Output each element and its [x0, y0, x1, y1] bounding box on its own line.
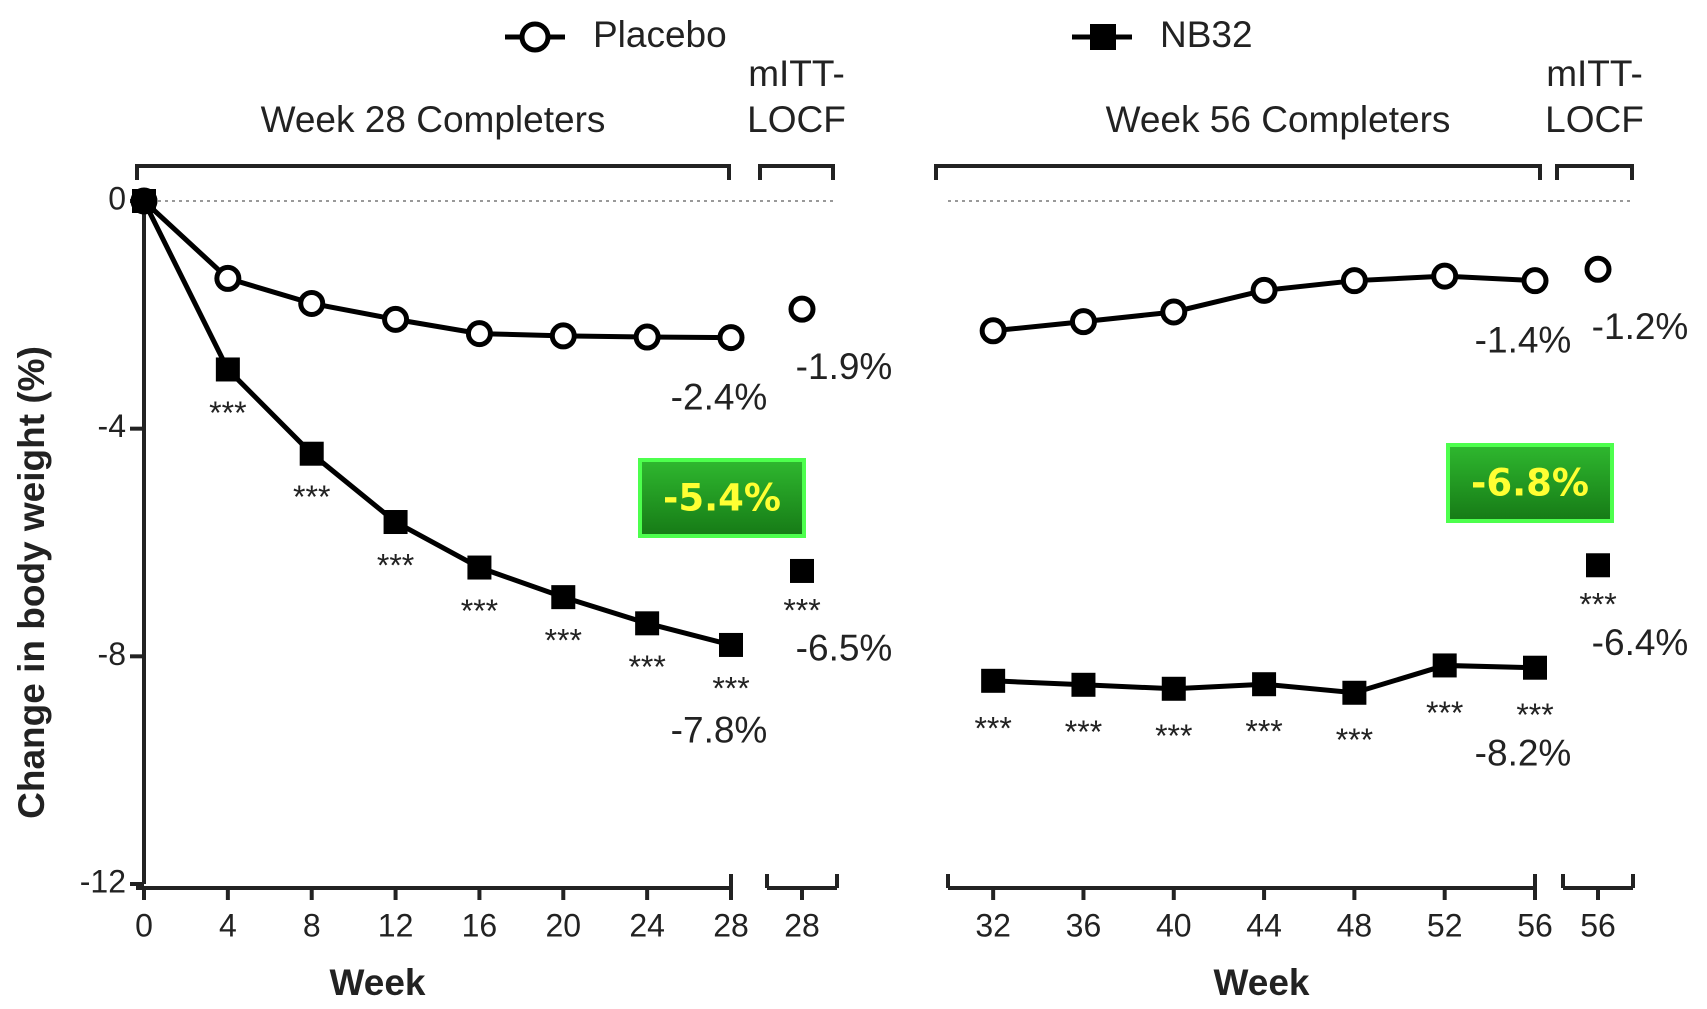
- marker: [384, 510, 408, 534]
- marker: [132, 189, 156, 213]
- locf-label: mITT-: [1546, 53, 1643, 94]
- bracket: [137, 166, 729, 180]
- legend-label: NB32: [1160, 14, 1253, 55]
- y-tick-label: -4: [98, 408, 126, 444]
- locf-label: LOCF: [747, 99, 846, 140]
- marker: [982, 320, 1004, 342]
- marker: [468, 323, 490, 345]
- value-label: -1.9%: [796, 346, 893, 387]
- value-label: -1.2%: [1592, 306, 1689, 347]
- marker: [1163, 301, 1185, 323]
- x-tick-label: 0: [135, 907, 153, 943]
- significance: ***: [783, 592, 820, 628]
- significance: ***: [1426, 695, 1463, 731]
- x-tick-label: 28: [784, 907, 820, 943]
- significance: ***: [1245, 714, 1282, 750]
- x-tick-label: 48: [1337, 907, 1373, 943]
- value-label: -2.4%: [671, 376, 768, 417]
- x-tick-label: 36: [1066, 907, 1102, 943]
- value-label: -6.5%: [796, 628, 893, 669]
- legend-marker: [1090, 24, 1116, 50]
- marker: [1071, 673, 1095, 697]
- marker: [1523, 656, 1547, 680]
- marker: [300, 442, 324, 466]
- value-label: -6.4%: [1592, 622, 1689, 663]
- page: -12-8-40Change in body weight (%)0481216…: [0, 0, 1707, 1009]
- significance: ***: [1155, 718, 1192, 754]
- marker: [636, 326, 658, 348]
- marker: [385, 308, 407, 330]
- bracket: [1557, 166, 1632, 180]
- significance: ***: [974, 710, 1011, 746]
- bracket-label: Week 56 Completers: [1106, 99, 1451, 140]
- bracket-label: Week 28 Completers: [261, 99, 606, 140]
- marker: [1524, 270, 1546, 292]
- x-tick-label: 40: [1156, 907, 1192, 943]
- marker: [551, 585, 575, 609]
- marker: [981, 669, 1005, 693]
- x-axis-label: Week: [1214, 962, 1310, 1003]
- marker: [1342, 681, 1366, 705]
- locf-label: LOCF: [1545, 99, 1644, 140]
- marker: [1586, 553, 1610, 577]
- marker: [552, 325, 574, 347]
- significance: ***: [1336, 722, 1373, 758]
- chart: -12-8-40Change in body weight (%)0481216…: [0, 0, 1707, 1009]
- marker: [720, 327, 742, 349]
- marker: [217, 267, 239, 289]
- difference-label: -6.8%: [1471, 462, 1589, 505]
- bracket: [936, 166, 1540, 180]
- marker: [467, 556, 491, 580]
- value-label: -7.8%: [671, 710, 768, 751]
- marker: [216, 357, 240, 381]
- marker: [1343, 270, 1365, 292]
- x-tick-label: 24: [629, 907, 665, 943]
- x-tick-label: 20: [545, 907, 581, 943]
- x-tick-label: 52: [1427, 907, 1463, 943]
- x-tick-label: 16: [462, 907, 498, 943]
- marker: [1434, 265, 1456, 287]
- marker: [1587, 258, 1609, 280]
- value-label: -1.4%: [1475, 319, 1572, 360]
- significance: ***: [712, 670, 749, 706]
- significance: ***: [1516, 697, 1553, 733]
- marker: [301, 292, 323, 314]
- significance: ***: [1579, 587, 1616, 623]
- significance: ***: [1065, 714, 1102, 750]
- difference-label: -5.4%: [663, 477, 781, 520]
- significance: ***: [293, 479, 330, 515]
- x-tick-label: 4: [219, 907, 237, 943]
- legend-label: Placebo: [593, 14, 727, 55]
- significance: ***: [628, 649, 665, 685]
- marker: [1252, 672, 1276, 696]
- significance: ***: [377, 547, 414, 583]
- x-tick-label: 32: [975, 907, 1011, 943]
- y-tick-label: 0: [108, 180, 126, 216]
- y-axis-label: Change in body weight (%): [11, 346, 52, 819]
- marker: [719, 633, 743, 657]
- x-axis-label: Week: [330, 962, 426, 1003]
- marker: [635, 611, 659, 635]
- marker: [790, 559, 814, 583]
- x-tick-label: 56: [1580, 907, 1616, 943]
- y-tick-label: -8: [98, 636, 126, 672]
- legend-marker: [522, 24, 548, 50]
- marker: [791, 298, 813, 320]
- x-tick-label: 44: [1246, 907, 1282, 943]
- significance: ***: [545, 623, 582, 659]
- x-tick-label: 28: [713, 907, 749, 943]
- significance: ***: [209, 395, 246, 431]
- marker: [1072, 311, 1094, 333]
- bracket: [760, 166, 833, 180]
- x-tick-label: 12: [378, 907, 414, 943]
- x-tick-label: 56: [1517, 907, 1553, 943]
- significance: ***: [461, 593, 498, 629]
- x-tick-label: 8: [303, 907, 321, 943]
- marker: [1433, 653, 1457, 677]
- y-tick-label: -12: [80, 863, 126, 899]
- locf-label: mITT-: [748, 53, 845, 94]
- value-label: -8.2%: [1475, 732, 1572, 773]
- marker: [1162, 677, 1186, 701]
- marker: [1253, 279, 1275, 301]
